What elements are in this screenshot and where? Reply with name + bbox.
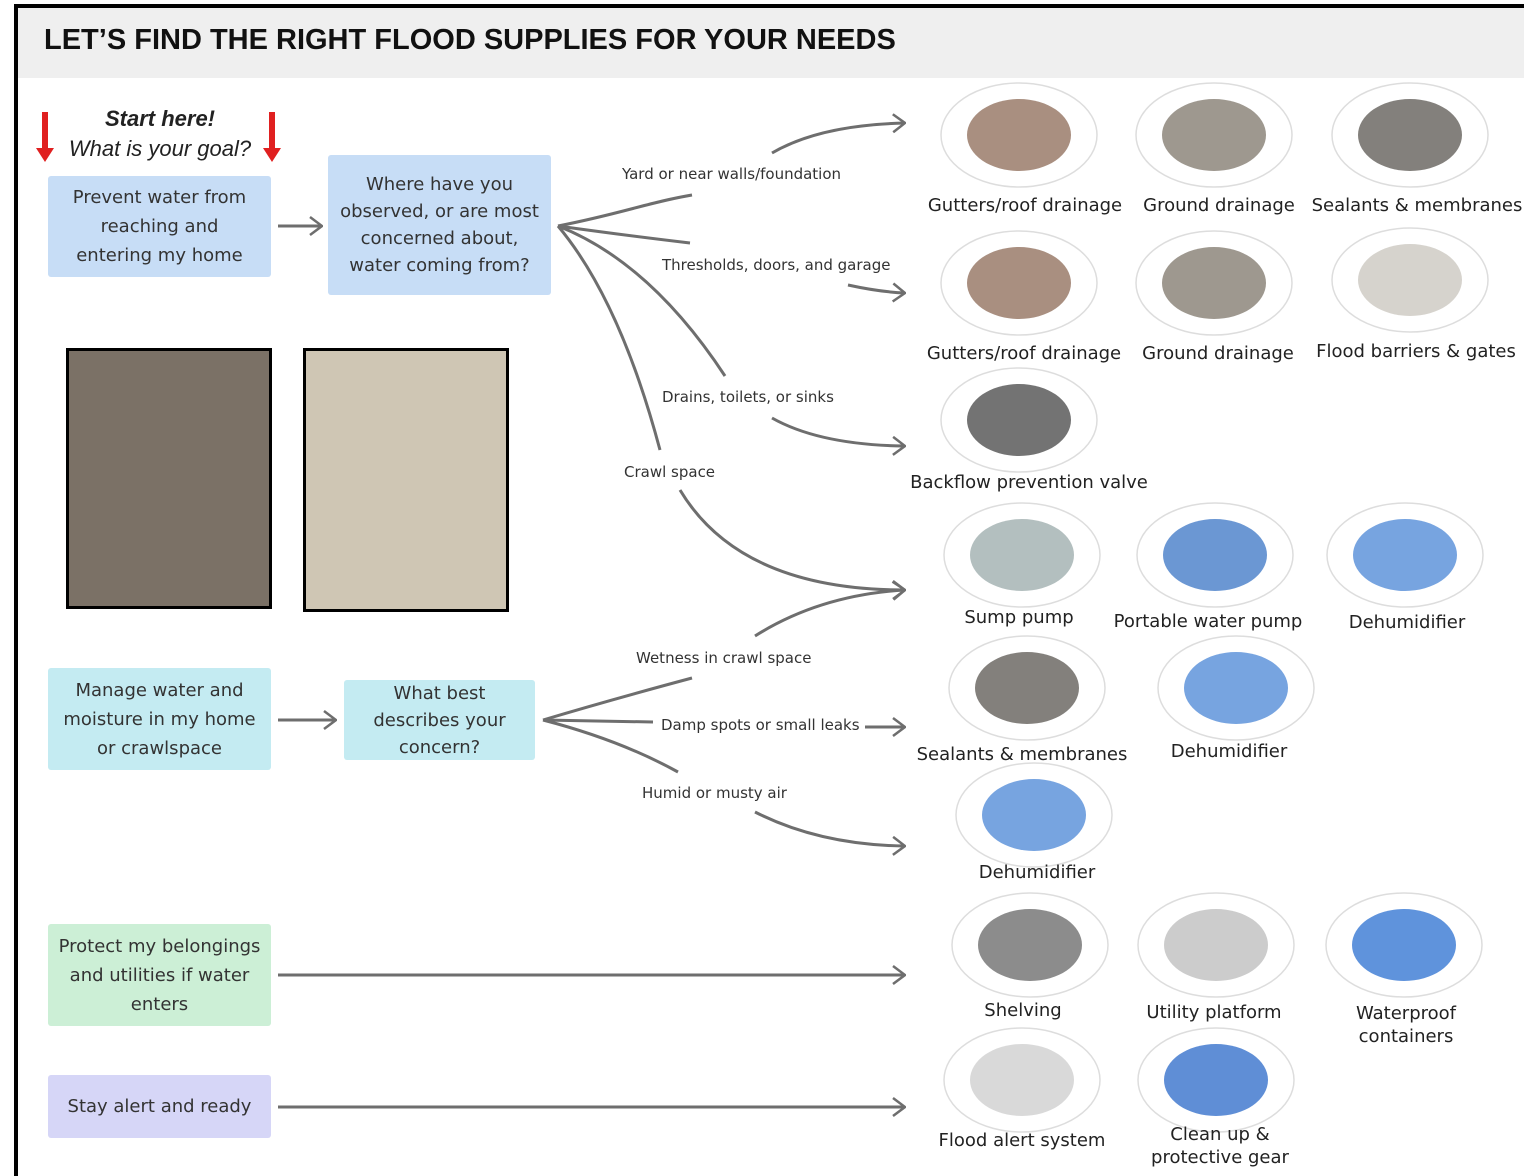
branch-label: Damp spots or small leaks [661, 716, 860, 734]
branch-label: Wetness in crawl space [636, 649, 811, 667]
product-label: Flood alert system [912, 1129, 1132, 1152]
product-label: Backflow prevention valve [899, 471, 1159, 494]
product-image [967, 247, 1071, 319]
goal-box: Prevent water from reaching and entering… [48, 176, 271, 277]
page: LET’S FIND THE RIGHT FLOOD SUPPLIES FOR … [0, 0, 1524, 1176]
branch-label: Yard or near walls/foundation [622, 165, 841, 183]
branch-label: Thresholds, doors, and garage [662, 256, 890, 274]
product-label: Shelving [913, 999, 1133, 1022]
branch-label: Crawl space [624, 463, 715, 481]
product-image [1163, 519, 1267, 591]
product-image [982, 779, 1086, 851]
start-prompt: What is your goal? [50, 136, 270, 162]
product-image [967, 99, 1071, 171]
product-label: Sealants & membranes [912, 743, 1132, 766]
product-image [1358, 99, 1462, 171]
product-label: Sump pump [909, 606, 1129, 629]
product-image [975, 652, 1079, 724]
product-image [1162, 99, 1266, 171]
product-label: Clean up & protective gear [1145, 1123, 1295, 1169]
question-box: Where have you observed, or are most con… [328, 155, 551, 295]
product-label: Sealants & membranes [1307, 194, 1524, 217]
product-label: Gutters/roof drainage [914, 342, 1134, 365]
goal-box: Stay alert and ready [48, 1075, 271, 1138]
question-box: What best describes your concern? [344, 680, 535, 760]
product-label: Dehumidifier [1119, 740, 1339, 763]
product-label: Ground drainage [1108, 342, 1328, 365]
branch-label: Humid or musty air [642, 784, 787, 802]
photo [303, 348, 509, 612]
product-image [970, 1044, 1074, 1116]
product-image [1164, 909, 1268, 981]
product-label: Dehumidifier [1297, 611, 1517, 634]
product-label: Portable water pump [1098, 610, 1318, 633]
product-image [1164, 1044, 1268, 1116]
photo [66, 348, 272, 609]
product-label: Flood barriers & gates [1306, 340, 1524, 363]
product-image [970, 519, 1074, 591]
product-label: Utility platform [1104, 1001, 1324, 1024]
product-image [967, 384, 1071, 456]
product-label: Waterproof containers [1341, 1002, 1471, 1048]
product-image [1352, 909, 1456, 981]
branch-label: Drains, toilets, or sinks [662, 388, 834, 406]
product-label: Gutters/roof drainage [915, 194, 1135, 217]
product-image [1353, 519, 1457, 591]
goal-box: Protect my belongings and utilities if w… [48, 924, 271, 1026]
product-image [1162, 247, 1266, 319]
product-label: Dehumidifier [927, 861, 1147, 884]
product-label: Ground drainage [1109, 194, 1329, 217]
goal-box: Manage water and moisture in my home or … [48, 668, 271, 770]
product-image [978, 909, 1082, 981]
start-heading: Start here! [60, 106, 260, 132]
product-image [1358, 244, 1462, 316]
product-image [1184, 652, 1288, 724]
